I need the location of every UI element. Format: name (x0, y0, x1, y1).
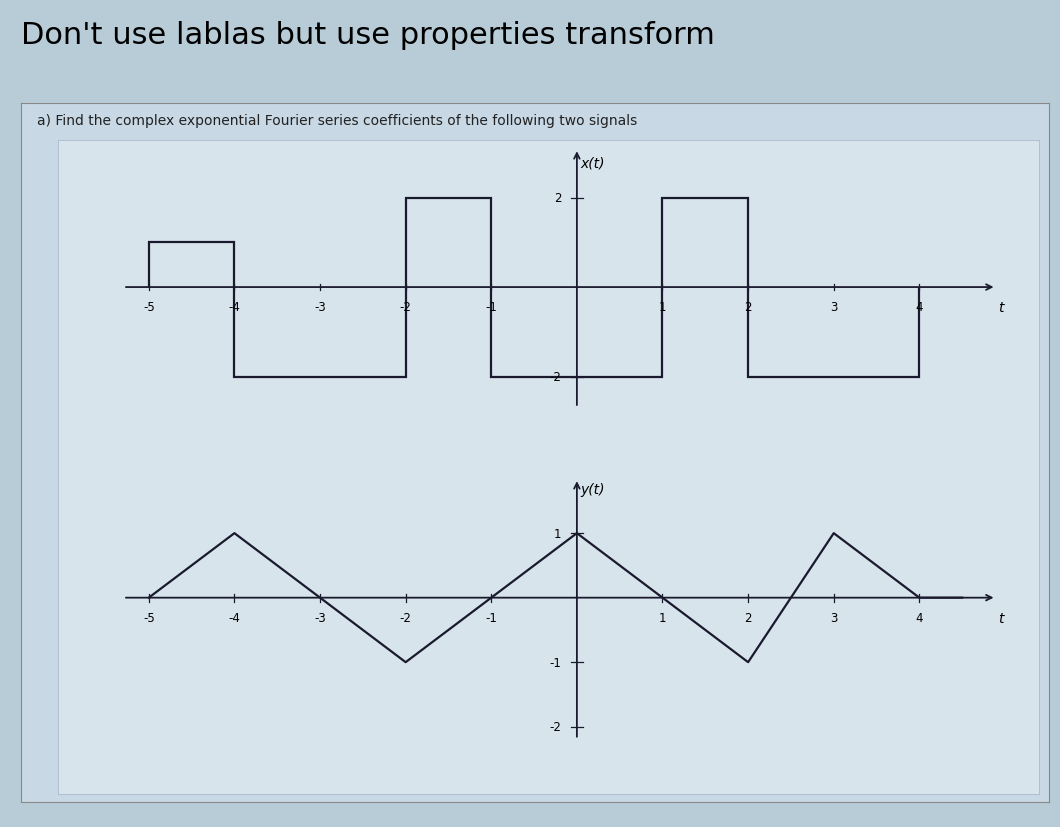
Text: 1: 1 (554, 527, 562, 540)
Text: -1: -1 (485, 300, 497, 313)
Text: 4: 4 (916, 300, 923, 313)
Text: 1: 1 (658, 300, 667, 313)
Text: t: t (999, 300, 1004, 314)
Text: -4: -4 (229, 300, 241, 313)
Text: -3: -3 (314, 300, 325, 313)
Text: x(t): x(t) (580, 156, 604, 170)
Text: -4: -4 (229, 611, 241, 624)
Text: a) Find the complex exponential Fourier series coefficients of the following two: a) Find the complex exponential Fourier … (37, 114, 637, 128)
Text: -1: -1 (549, 656, 562, 669)
Text: Don't use lablas but use properties transform: Don't use lablas but use properties tran… (21, 21, 716, 50)
Text: 2: 2 (744, 300, 752, 313)
Text: -1: -1 (485, 611, 497, 624)
Text: y(t): y(t) (580, 482, 604, 496)
Text: -2: -2 (549, 370, 562, 384)
Text: 2: 2 (554, 192, 562, 205)
Text: -2: -2 (400, 611, 411, 624)
Text: t: t (999, 611, 1004, 625)
Text: -5: -5 (143, 611, 155, 624)
Text: -5: -5 (143, 300, 155, 313)
Text: 4: 4 (916, 611, 923, 624)
Text: -2: -2 (400, 300, 411, 313)
Text: 3: 3 (830, 611, 837, 624)
Text: -2: -2 (549, 720, 562, 734)
Text: 1: 1 (658, 611, 667, 624)
Text: -3: -3 (314, 611, 325, 624)
Text: 3: 3 (830, 300, 837, 313)
Text: 2: 2 (744, 611, 752, 624)
